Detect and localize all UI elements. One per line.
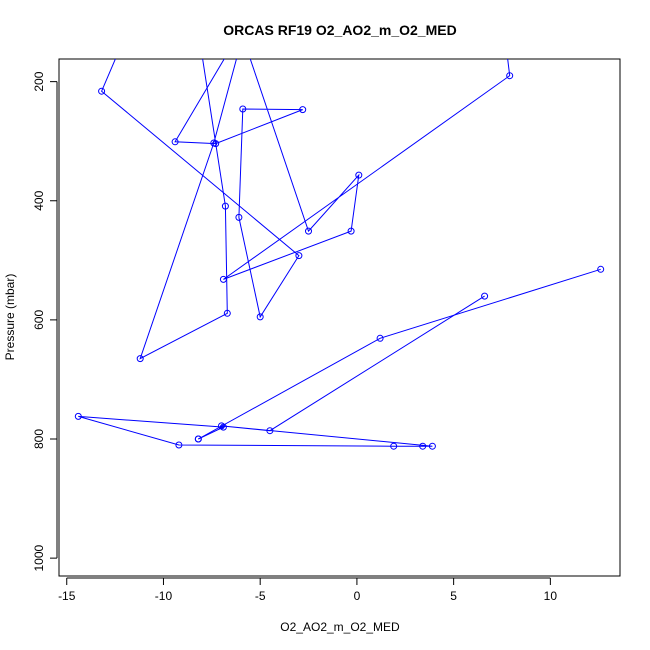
data-point bbox=[305, 227, 312, 235]
x-tick-label: -5 bbox=[255, 589, 266, 603]
data-point bbox=[136, 355, 144, 363]
data-point bbox=[266, 427, 274, 435]
data-point bbox=[428, 442, 436, 450]
data-point bbox=[218, 422, 225, 430]
data-point bbox=[506, 72, 514, 80]
y-tick-label: 200 bbox=[32, 71, 46, 91]
x-tick-label: 5 bbox=[450, 589, 457, 603]
data-point bbox=[175, 441, 183, 449]
series-line bbox=[139, 59, 237, 360]
x-tick-label: 0 bbox=[354, 589, 361, 603]
data-point bbox=[347, 227, 355, 235]
data-point bbox=[355, 171, 363, 179]
data-point bbox=[419, 442, 427, 450]
data-point bbox=[171, 138, 179, 146]
y-axis: 200 400 600 800 1000 bbox=[32, 71, 58, 571]
data-point bbox=[210, 139, 218, 147]
data-point bbox=[221, 202, 229, 210]
y-tick-label: 1000 bbox=[32, 544, 46, 571]
data-point bbox=[74, 412, 82, 420]
x-tick-label: -10 bbox=[155, 589, 173, 603]
data-point bbox=[235, 213, 243, 221]
y-tick-label: 600 bbox=[32, 310, 46, 330]
data-point bbox=[376, 334, 384, 342]
series-layer bbox=[74, 59, 605, 450]
x-axis: -15 -10 -5 0 5 10 bbox=[58, 577, 558, 603]
data-point bbox=[98, 87, 106, 95]
data-point bbox=[299, 106, 307, 114]
y-tick-label: 800 bbox=[32, 429, 46, 449]
data-point bbox=[295, 252, 303, 260]
x-axis-label: O2_AO2_m_O2_MED bbox=[280, 620, 400, 634]
data-point bbox=[239, 105, 247, 113]
y-tick-label: 400 bbox=[32, 190, 46, 210]
x-tick-label: 10 bbox=[544, 589, 558, 603]
data-point bbox=[390, 442, 398, 450]
data-point bbox=[256, 313, 264, 321]
data-point bbox=[597, 265, 605, 273]
chart-title: ORCAS RF19 O2_AO2_m_O2_MED bbox=[223, 22, 456, 38]
series-line bbox=[100, 59, 511, 319]
data-point bbox=[481, 292, 489, 300]
data-point bbox=[223, 309, 231, 317]
x-tick-label: -15 bbox=[58, 589, 76, 603]
plot-frame bbox=[58, 58, 621, 577]
series-line bbox=[198, 268, 601, 440]
data-point bbox=[194, 435, 202, 443]
y-axis-label: Pressure (mbar) bbox=[3, 274, 17, 361]
series-line bbox=[78, 295, 485, 447]
